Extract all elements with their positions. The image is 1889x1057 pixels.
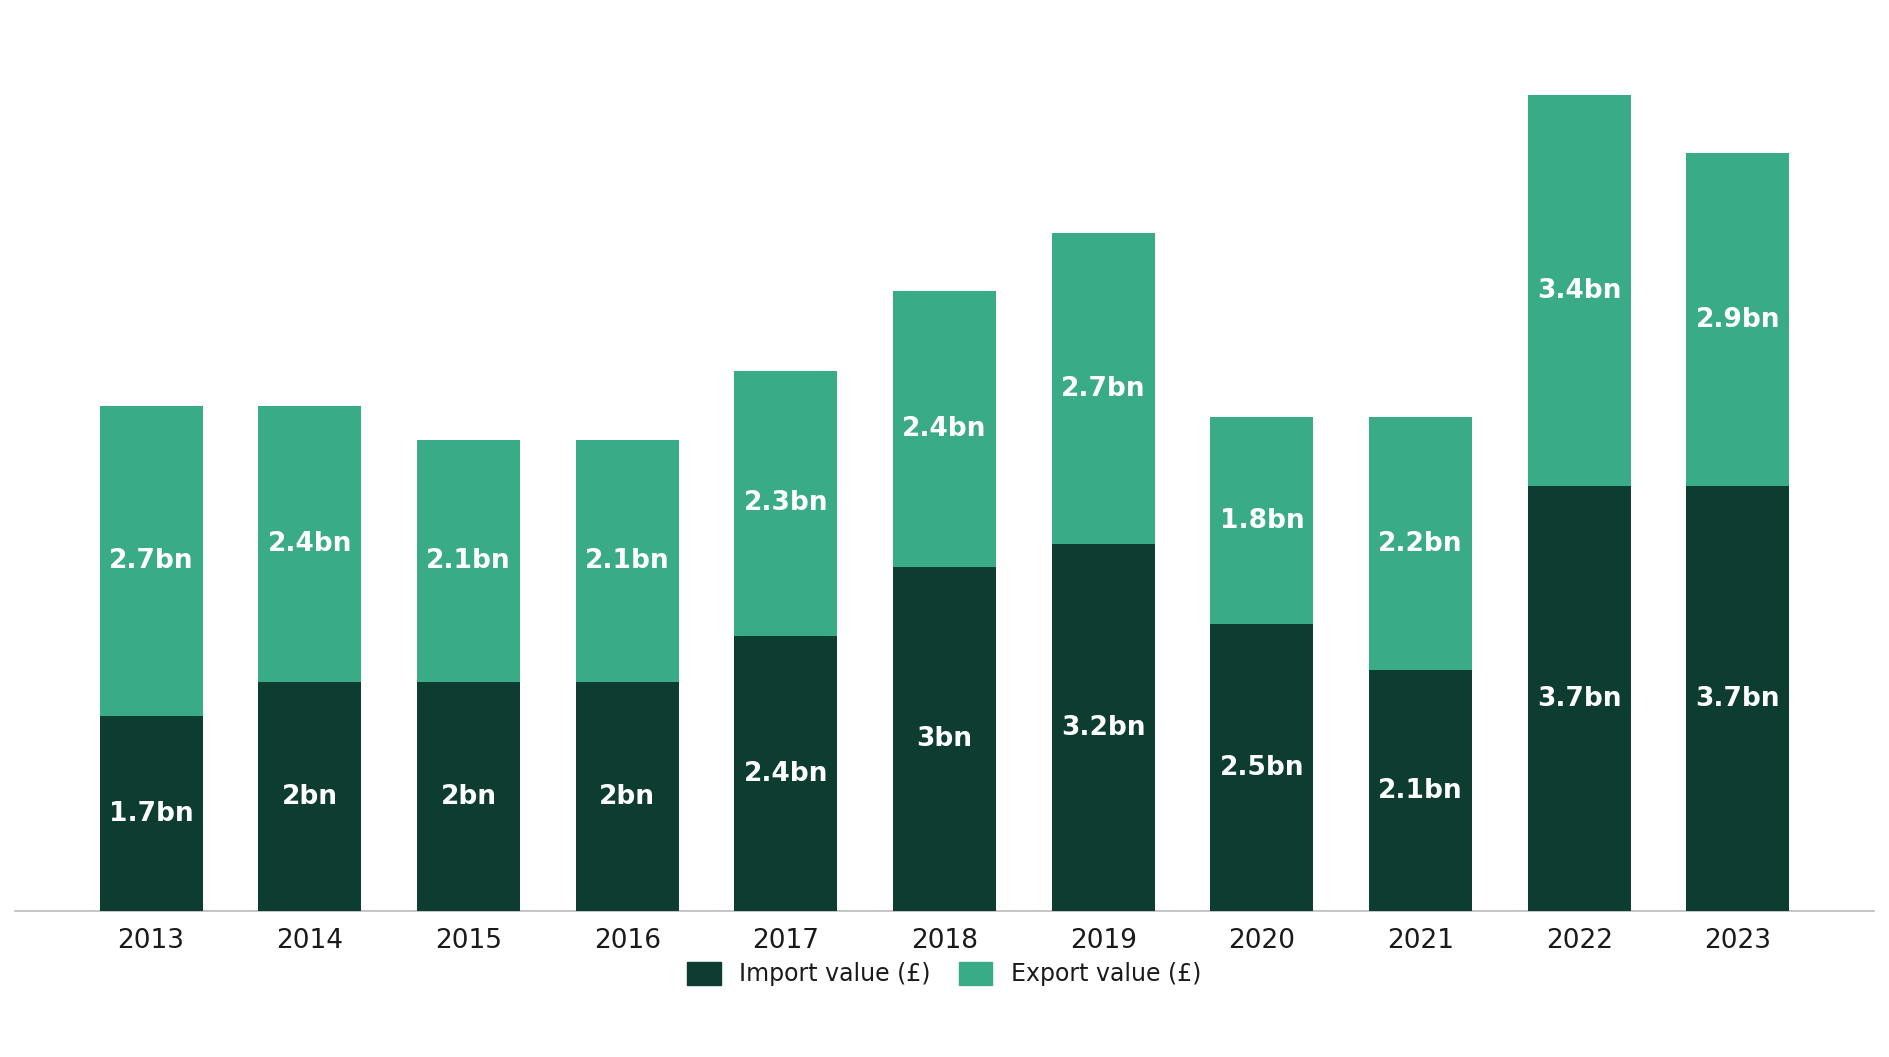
Bar	[1370, 418, 1472, 670]
Text: 2.2bn: 2.2bn	[1379, 531, 1462, 557]
Text: 3.7bn: 3.7bn	[1538, 686, 1621, 711]
Text: 3bn: 3bn	[916, 726, 973, 752]
Text: 2.1bn: 2.1bn	[586, 548, 669, 574]
Text: 2bn: 2bn	[440, 783, 497, 810]
Text: 2.3bn: 2.3bn	[744, 490, 827, 517]
Text: 2bn: 2bn	[599, 783, 655, 810]
Bar	[100, 716, 202, 911]
Bar	[1528, 95, 1630, 486]
Text: 2.4bn: 2.4bn	[268, 531, 351, 557]
Text: 2.5bn: 2.5bn	[1220, 755, 1303, 781]
Bar	[100, 406, 202, 716]
Bar	[576, 440, 678, 682]
Text: 3.4bn: 3.4bn	[1538, 278, 1621, 303]
Text: 1.7bn: 1.7bn	[110, 801, 193, 827]
Text: 2.4bn: 2.4bn	[744, 761, 827, 786]
Bar	[1052, 543, 1154, 911]
Bar	[576, 682, 678, 911]
Bar	[1211, 624, 1313, 911]
Bar	[893, 291, 996, 567]
Text: 3.7bn: 3.7bn	[1696, 686, 1779, 711]
Text: 2.4bn: 2.4bn	[903, 415, 986, 442]
Text: 2.7bn: 2.7bn	[110, 548, 193, 574]
Bar	[1052, 234, 1154, 543]
Bar	[417, 682, 519, 911]
Bar	[735, 371, 837, 635]
Bar	[259, 682, 361, 911]
Text: 2.7bn: 2.7bn	[1062, 375, 1145, 402]
Bar	[1528, 486, 1630, 911]
Legend: Import value (£), Export value (£): Import value (£), Export value (£)	[676, 950, 1213, 998]
Text: 3.2bn: 3.2bn	[1062, 715, 1145, 741]
Bar	[1687, 486, 1789, 911]
Bar	[735, 635, 837, 911]
Bar	[417, 440, 519, 682]
Bar	[893, 567, 996, 911]
Text: 2.9bn: 2.9bn	[1696, 307, 1779, 333]
Bar	[1687, 153, 1789, 486]
Bar	[259, 406, 361, 682]
Text: 2.1bn: 2.1bn	[1379, 778, 1462, 803]
Text: 2.1bn: 2.1bn	[427, 548, 510, 574]
Bar	[1211, 418, 1313, 624]
Text: 1.8bn: 1.8bn	[1220, 507, 1303, 534]
Text: 2bn: 2bn	[281, 783, 338, 810]
Bar	[1370, 670, 1472, 911]
